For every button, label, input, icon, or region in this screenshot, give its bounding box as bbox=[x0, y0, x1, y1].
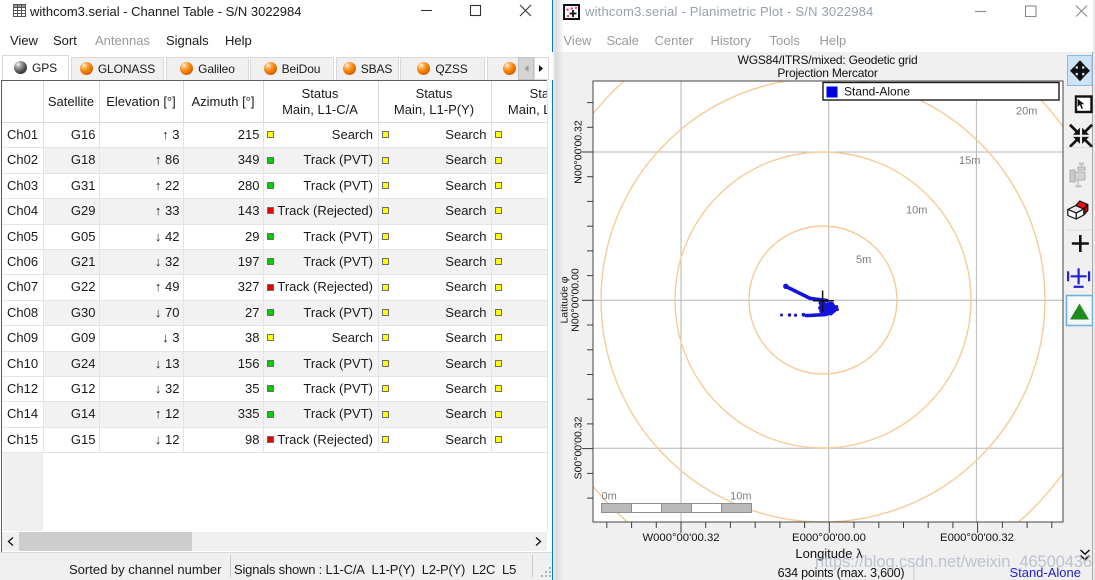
svg-text:10m: 10m bbox=[730, 491, 751, 503]
svg-text:E000°00'00.32: E000°00'00.32 bbox=[940, 532, 1014, 544]
svg-text:Longitude λ: Longitude λ bbox=[795, 546, 863, 561]
svg-text:634 points (max. 3,600): 634 points (max. 3,600) bbox=[778, 566, 905, 580]
svg-text:S00°00'00.32: S00°00'00.32 bbox=[573, 416, 585, 479]
svg-text:10m: 10m bbox=[906, 205, 927, 217]
svg-text:W000°00'00.32: W000°00'00.32 bbox=[642, 532, 719, 544]
svg-text:20m: 20m bbox=[1016, 106, 1037, 118]
svg-text:0m: 0m bbox=[602, 491, 617, 503]
svg-text:N00°00'00.00: N00°00'00.00 bbox=[570, 268, 582, 332]
svg-text:Stand-Alone: Stand-Alone bbox=[1009, 565, 1081, 580]
svg-text:15m: 15m bbox=[959, 155, 980, 167]
svg-text:N00°00'00.32: N00°00'00.32 bbox=[573, 120, 585, 184]
svg-text:E000°00'00.00: E000°00'00.00 bbox=[792, 532, 866, 544]
svg-text:Stand-Alone: Stand-Alone bbox=[844, 85, 910, 99]
svg-text:5m: 5m bbox=[856, 254, 871, 266]
